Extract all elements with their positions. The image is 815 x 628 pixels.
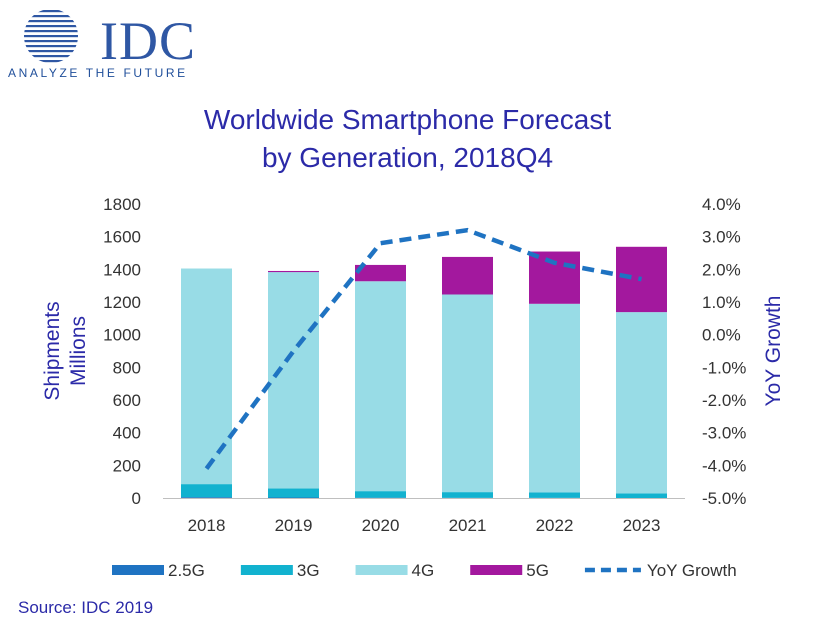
bar-5g-2019: [268, 270, 319, 273]
y2-axis-title: YoY Growth: [762, 296, 785, 407]
legend-swatch-4g: [355, 565, 408, 575]
bar-3g-2021: [442, 492, 493, 498]
y2-tick-label: -1.0%: [702, 358, 746, 377]
logo-wordmark: IDC: [100, 11, 196, 71]
chart-title-line-2: by Generation, 2018Q4: [261, 142, 554, 173]
idc-logo: IDC ANALYZE THE FUTURE: [8, 8, 208, 80]
bar-4g-2021: [442, 294, 493, 493]
bar-2.5g-2018: [181, 497, 232, 498]
bar-5g-2022: [529, 251, 580, 304]
bar-3g-2018: [181, 484, 232, 498]
y2-tick-label: 0.0%: [702, 326, 741, 345]
x-tick-label: 2022: [536, 516, 574, 535]
y-tick-label: 800: [113, 358, 141, 377]
legend-label-2.5g: 2.5G: [168, 561, 205, 580]
legend-label-3g: 3G: [297, 561, 320, 580]
y2-tick-label: -3.0%: [702, 424, 746, 443]
bar-4g-2019: [268, 272, 319, 489]
y-axis-title-line-2: Millions: [67, 316, 90, 386]
legend-swatch-3g: [240, 565, 293, 575]
bar-3g-2023: [616, 493, 667, 498]
legend-swatch-2.5g: [112, 565, 164, 575]
legend-label-4g: 4G: [412, 561, 435, 580]
bar-4g-2023: [616, 312, 667, 494]
bar-4g-2022: [529, 303, 580, 493]
y2-tick-label: -4.0%: [702, 456, 746, 475]
x-tick-label: 2018: [188, 516, 226, 535]
y-tick-label: 200: [113, 456, 141, 475]
bar-4g-2020: [355, 281, 406, 492]
bar-5g-2023: [616, 246, 667, 313]
y2-tick-label: 3.0%: [702, 228, 741, 247]
y-tick-label: 1200: [103, 293, 141, 312]
legend-label-5g: 5G: [526, 561, 549, 580]
y-tick-label: 1000: [103, 326, 141, 345]
y-axis-title-line-1: Shipments: [41, 301, 64, 400]
bar-4g-2018: [181, 268, 232, 485]
y2-tick-label: -5.0%: [702, 489, 746, 508]
bar-3g-2019: [268, 488, 319, 498]
y2-tick-label: 4.0%: [702, 195, 741, 214]
chart-title: Worldwide Smartphone Forecast by Generat…: [0, 101, 815, 177]
legend-swatch-5g: [470, 565, 523, 575]
globe-logo-icon: [24, 10, 78, 63]
x-tick-label: 2023: [623, 516, 661, 535]
x-tick-label: 2019: [275, 516, 313, 535]
x-tick-label: 2020: [362, 516, 400, 535]
logo-tagline: ANALYZE THE FUTURE: [8, 66, 188, 80]
legend-label-yoy-growth: YoY Growth: [647, 561, 737, 580]
bar-3g-2020: [355, 491, 406, 498]
yoy-growth-line: [204, 227, 642, 470]
y2-tick-label: 2.0%: [702, 260, 741, 279]
y-tick-label: 1600: [103, 228, 141, 247]
y-tick-label: 0: [132, 489, 141, 508]
y2-tick-label: 1.0%: [702, 293, 741, 312]
y-tick-label: 400: [113, 424, 141, 443]
bar-3g-2022: [529, 492, 580, 498]
x-tick-label: 2021: [449, 516, 487, 535]
chart-title-line-1: Worldwide Smartphone Forecast: [203, 104, 612, 135]
y2-tick-label: -2.0%: [702, 391, 746, 410]
y-tick-label: 600: [113, 391, 141, 410]
y-tick-label: 1800: [103, 195, 141, 214]
y-tick-label: 1400: [103, 260, 141, 279]
bar-5g-2021: [442, 256, 493, 295]
source-note: Source: IDC 2019: [18, 598, 154, 617]
bar-5g-2020: [355, 264, 406, 282]
